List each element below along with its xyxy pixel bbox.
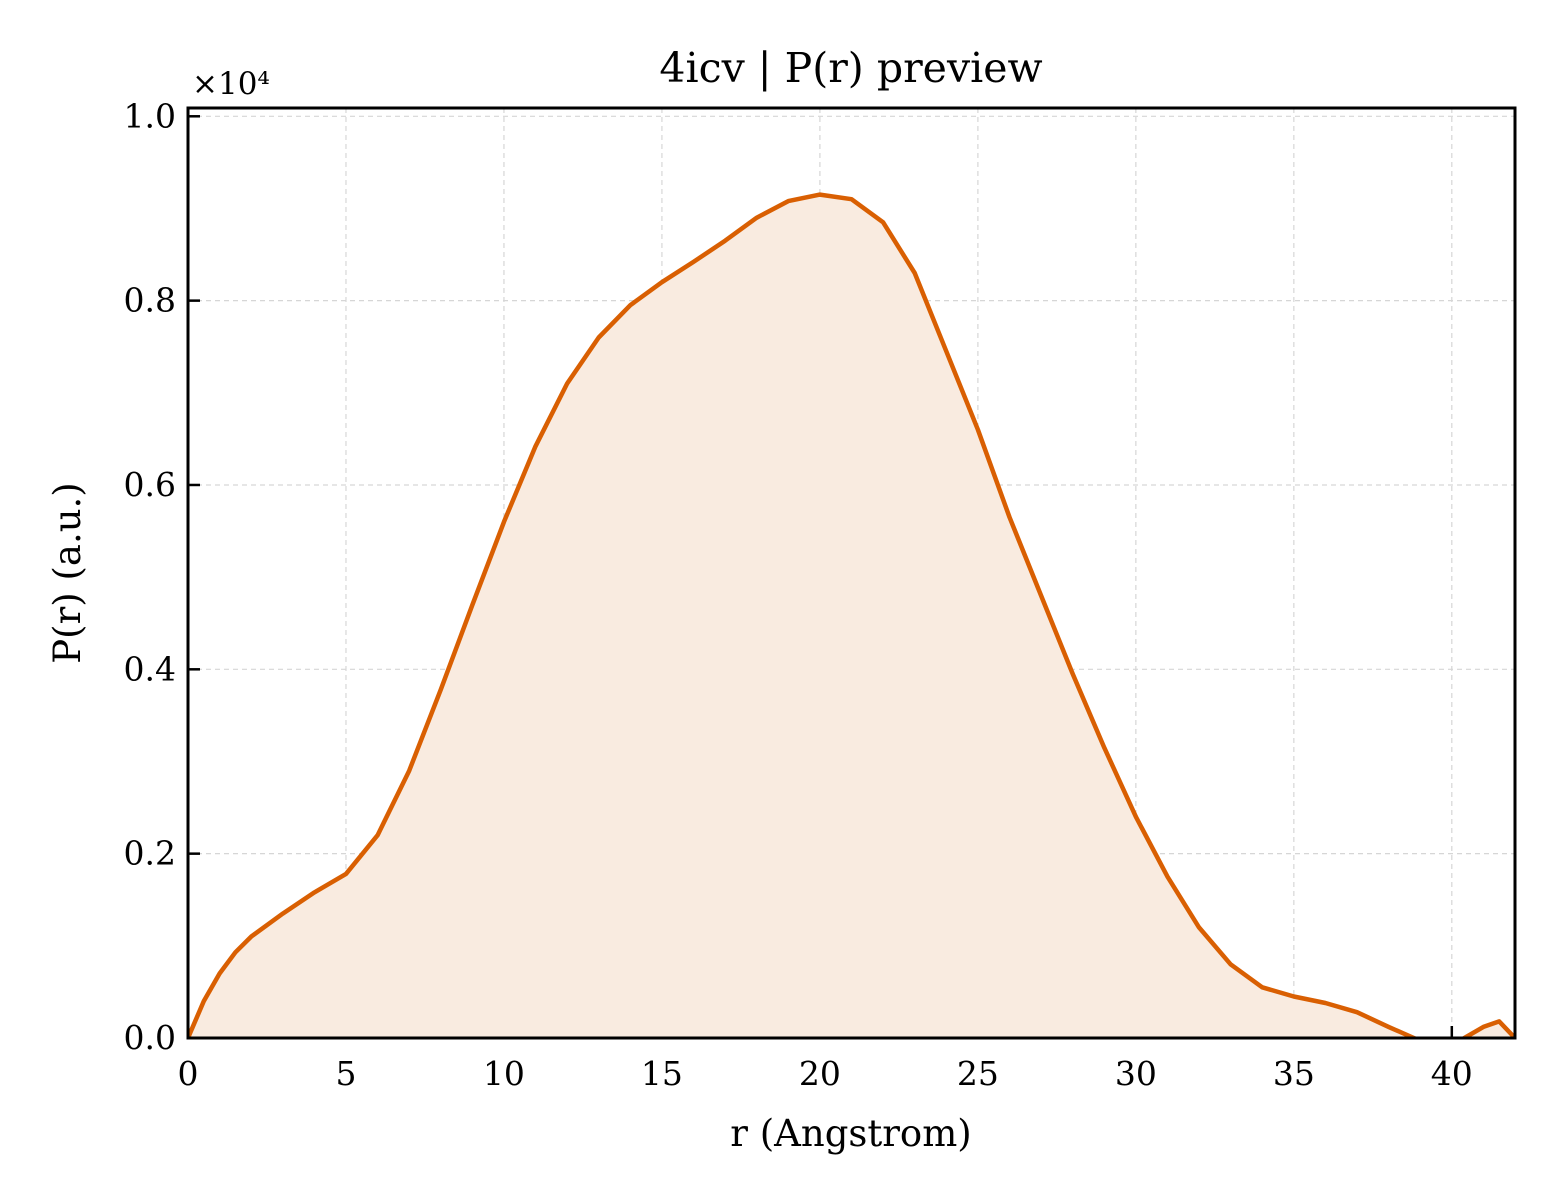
x-tick-label: 25 bbox=[957, 1054, 999, 1093]
plot-area: 0 5 10 15 20 25 30 35 40 0.0 0.2 0.4 0.6 0.8 1.0 bbox=[124, 96, 1515, 1093]
x-tick-label: 30 bbox=[1115, 1054, 1157, 1093]
y-tick-label: 1.0 bbox=[124, 96, 176, 135]
area bbox=[188, 194, 1515, 1038]
y-offset-label: ×10⁴ bbox=[192, 66, 270, 102]
x-tick-label: 40 bbox=[1431, 1054, 1473, 1093]
plot-frame bbox=[186, 106, 1517, 1040]
x-tick-label: 35 bbox=[1273, 1054, 1315, 1093]
y-axis-label: P(r) (a.u.) bbox=[46, 482, 89, 664]
y-tick-label: 0.8 bbox=[124, 281, 176, 320]
y-tick-label: 0.2 bbox=[124, 834, 176, 873]
y-tick-label: 0.4 bbox=[124, 649, 176, 688]
x-tick-label: 15 bbox=[641, 1054, 683, 1093]
line bbox=[188, 192, 1515, 1038]
x-tick-label: 5 bbox=[335, 1054, 356, 1093]
x-tick-label: 20 bbox=[799, 1054, 841, 1093]
x-tick-label: 0 bbox=[178, 1054, 199, 1093]
y-tick-label: 0.6 bbox=[124, 465, 176, 504]
x-tick-label: 10 bbox=[483, 1054, 525, 1093]
y-tick-label: 0.0 bbox=[124, 1018, 176, 1057]
x-axis-label: r (Angstrom) bbox=[730, 1112, 971, 1155]
chart-title: 4icv | P(r) preview bbox=[659, 44, 1042, 92]
